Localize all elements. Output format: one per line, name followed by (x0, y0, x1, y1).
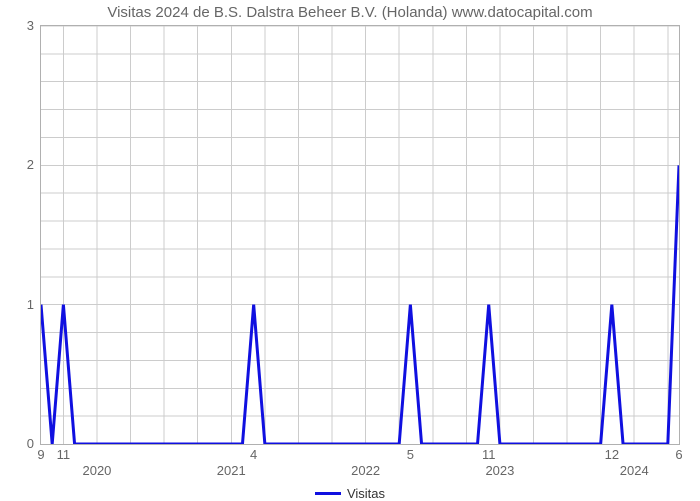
legend-label: Visitas (347, 486, 385, 501)
x-year-label: 2024 (620, 463, 649, 478)
legend: Visitas (0, 485, 700, 501)
gridlines (41, 26, 679, 444)
x-tick-label: 6 (675, 447, 682, 462)
x-tick-label: 12 (605, 447, 619, 462)
x-year-label: 2022 (351, 463, 380, 478)
x-tick-label: 11 (57, 447, 71, 462)
chart-title: Visitas 2024 de B.S. Dalstra Beheer B.V.… (0, 4, 700, 21)
x-tick-label: 5 (407, 447, 414, 462)
plot-area (40, 25, 680, 445)
x-tick-label: 4 (250, 447, 257, 462)
y-tick-label: 2 (4, 157, 34, 172)
plot-svg (41, 26, 679, 444)
x-year-label: 2023 (485, 463, 514, 478)
chart-container: Visitas 2024 de B.S. Dalstra Beheer B.V.… (0, 0, 700, 500)
legend-swatch (315, 492, 341, 495)
y-tick-label: 0 (4, 436, 34, 451)
y-tick-label: 3 (4, 18, 34, 33)
x-tick-label: 9 (37, 447, 44, 462)
y-tick-label: 1 (4, 297, 34, 312)
x-year-label: 2020 (82, 463, 111, 478)
x-year-label: 2021 (217, 463, 246, 478)
x-tick-label: 11 (482, 447, 496, 462)
